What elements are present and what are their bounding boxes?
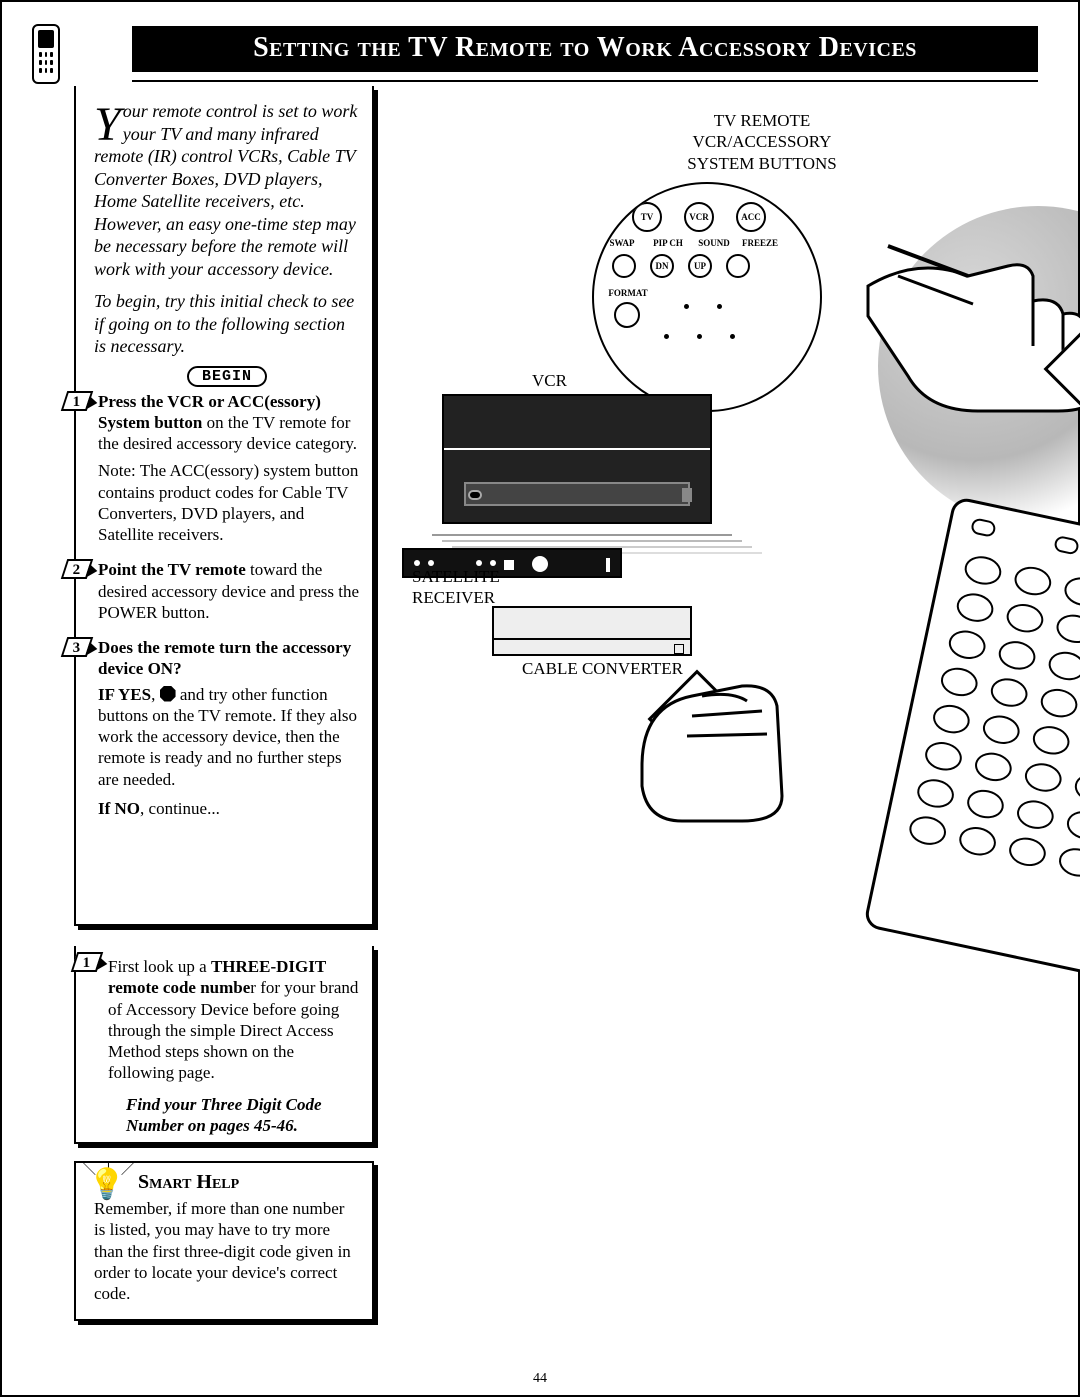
swap-button [612,254,636,278]
page-number: 44 [2,1371,1078,1387]
smart-help-heading: Smart Help [138,1171,360,1194]
step-2: 2 Point the TV remote toward the desired… [94,559,360,623]
stop-icon [160,686,176,702]
satellite-label: SATELLITE RECEIVER [412,566,532,609]
lightbulb-icon: 💡 [88,1167,125,1202]
full-remote-icon [863,496,1080,976]
vcr-button: VCR [684,202,714,232]
title-rule [132,80,1038,82]
find-code-note: Find your Three Digit Code Number on pag… [126,1094,360,1137]
remote-closeup-circle: TV VCR ACC SWAP PIP CH SOUND FREEZE DN U… [592,182,822,412]
illustration-area: TV REMOTE VCR/ACCESSORY SYSTEM BUTTONS T… [392,86,1038,966]
step-3-bold: Does the remote turn the accessory devic… [98,638,351,678]
dot-icon [717,304,722,309]
intro-text-1: our remote control is set to work your T… [94,101,357,279]
dot-icon [664,334,669,339]
pointing-hand-icon [858,206,1080,416]
smart-help-text: Remember, if more than one number is lis… [94,1198,360,1304]
page-title: Setting the TV Remote to Work Accessory … [132,26,1038,72]
if-no-text: , continue... [140,799,220,818]
dot-icon [684,304,689,309]
vcr-label: VCR [532,370,567,391]
caption-remote-buttons: TV REMOTE VCR/ACCESSORY SYSTEM BUTTONS [632,110,892,174]
dn-button: DN [650,254,674,278]
step-1-note: Note: The ACC(essory) system button cont… [98,460,360,545]
manual-page: Setting the TV Remote to Work Accessory … [0,0,1080,1397]
secondary-text: First look up a THREE-DIGIT remote code … [108,956,360,1084]
up-button: UP [688,254,712,278]
dropcap: Y [94,106,123,144]
dot-icon [697,334,702,339]
step-3-yes: IF YES, and try other function buttons o… [98,684,360,790]
intro-text-2: To begin, try this initial check to see … [94,290,360,358]
content-area: Y our remote control is set to work your… [32,86,1038,1316]
sat-line-1: SATELLITE [412,566,532,587]
dot-icon [730,334,735,339]
code-lookup-box: 1 First look up a THREE-DIGIT remote cod… [74,946,374,1144]
step-number-1: 1 [61,391,93,411]
begin-pill: BEGIN [187,366,267,387]
step-2-bold: Point the TV remote [98,560,246,579]
instructions-box: Y our remote control is set to work your… [74,86,374,926]
caption-line-2: VCR/ACCESSORY [632,131,892,152]
format-button [614,302,640,328]
caption-line-1: TV REMOTE [632,110,892,131]
step-number-3: 3 [61,637,93,657]
if-no-label: If NO [98,799,140,818]
shadow-lines [432,534,732,536]
intro-paragraph: Y our remote control is set to work your… [94,100,360,280]
format-label: FORMAT [608,288,648,298]
step-1: 1 Press the VCR or ACC(essory) System bu… [94,391,360,546]
caption-line-3: SYSTEM BUTTONS [632,153,892,174]
acc-button: ACC [736,202,766,232]
sound-label: SOUND [694,238,734,248]
pipch-label: PIP CH [648,238,688,248]
remote-glyph-icon [32,24,60,84]
step-3-no: If NO, continue... [98,798,360,819]
vcr-device-icon [442,394,712,524]
step-3: 3 Does the remote turn the accessory dev… [94,637,360,819]
if-yes-label: IF YES [98,685,151,704]
freeze-button [726,254,750,278]
secondary-step-number: 1 [71,952,103,972]
step-number-2: 2 [61,559,93,579]
freeze-label: FREEZE [740,238,780,248]
tv-button: TV [632,202,662,232]
holding-hand-icon [632,646,832,826]
swap-label: SWAP [602,238,642,248]
secondary-pre: First look up a [108,957,211,976]
if-yes-comma: , [151,685,160,704]
smart-help-box: ＼ │ ／ 💡 Smart Help Remember, if more tha… [74,1161,374,1321]
